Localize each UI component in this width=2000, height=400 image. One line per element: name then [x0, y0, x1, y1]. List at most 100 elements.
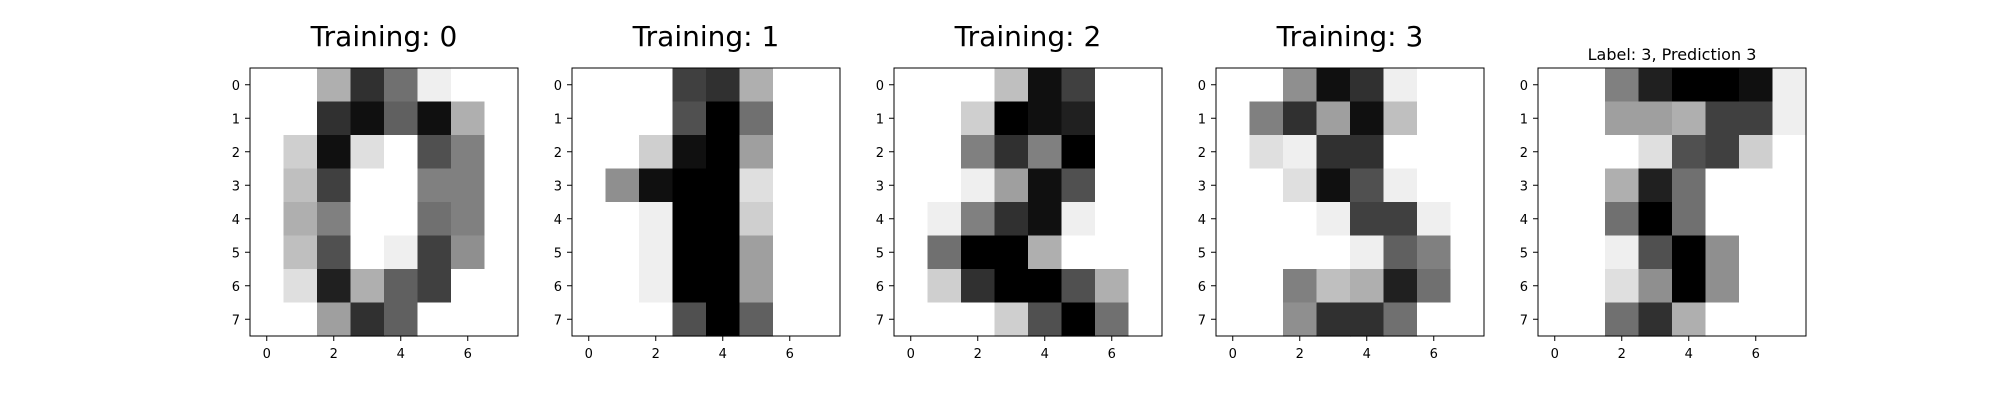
pixel-cell — [250, 68, 285, 103]
pixel-cell — [1538, 235, 1573, 270]
pixel-cell — [1772, 68, 1807, 103]
pixel-cell — [1638, 202, 1673, 237]
pixel-cell — [605, 269, 640, 304]
x-tick-label: 6 — [786, 347, 794, 362]
pixel-cell — [1450, 135, 1485, 170]
pixel-cell — [1061, 135, 1096, 170]
pixel-cell — [1383, 168, 1418, 203]
pixel-cell — [572, 135, 607, 170]
pixel-cell — [773, 269, 808, 304]
pixel-cell — [572, 168, 607, 203]
y-tick-label: 7 — [1520, 313, 1528, 328]
pixel-cell — [639, 202, 674, 237]
pixel-cell — [1061, 202, 1096, 237]
pixel-cell — [773, 302, 808, 337]
pixel-cell — [1249, 302, 1284, 337]
pixel-cell — [250, 168, 285, 203]
pixel-cell — [250, 101, 285, 136]
pixel-cell — [1772, 302, 1807, 337]
pixel-cell — [451, 302, 486, 337]
pixel-cell — [927, 269, 962, 304]
pixel-cell — [961, 269, 996, 304]
pixel-cell — [1383, 101, 1418, 136]
pixel-cell — [1638, 269, 1673, 304]
y-tick-label: 4 — [1198, 213, 1206, 228]
pixel-cell — [1283, 168, 1318, 203]
y-tick-label: 1 — [1198, 112, 1206, 127]
pixel-cell — [1705, 235, 1740, 270]
pixel-cell — [1417, 168, 1452, 203]
y-tick-label: 3 — [232, 179, 240, 194]
pixel-cell — [1216, 235, 1251, 270]
pixel-cell — [672, 101, 707, 136]
pixel-cell — [1672, 168, 1707, 203]
pixel-cell — [1028, 302, 1063, 337]
pixel-cell — [1028, 235, 1063, 270]
pixel-cell — [1216, 68, 1251, 103]
y-tick-label: 5 — [554, 246, 562, 261]
pixel-cell — [250, 302, 285, 337]
pixel-cell — [1028, 68, 1063, 103]
pixel-cell — [605, 235, 640, 270]
pixel-cell — [1772, 168, 1807, 203]
pixel-cell — [1772, 235, 1807, 270]
pixel-cell — [994, 269, 1029, 304]
pixel-cell — [384, 202, 419, 237]
pixel-cell — [1028, 202, 1063, 237]
y-tick-label: 6 — [554, 280, 562, 295]
pixel-cell — [484, 168, 519, 203]
pixel-cell — [706, 302, 741, 337]
y-tick-label: 7 — [554, 313, 562, 328]
pixel-cell — [639, 269, 674, 304]
pixel-cell — [1705, 168, 1740, 203]
pixel-cell — [283, 101, 318, 136]
y-tick-label: 0 — [1520, 79, 1528, 94]
pixel-cell — [1672, 269, 1707, 304]
pixel-cell — [773, 135, 808, 170]
pixel-cell — [994, 168, 1029, 203]
pixel-cell — [283, 168, 318, 203]
pixel-cell — [1061, 101, 1096, 136]
pixel-cell — [1383, 269, 1418, 304]
pixel-cell — [1128, 269, 1163, 304]
pixel-cell — [927, 135, 962, 170]
pixel-cell — [639, 302, 674, 337]
y-tick-label: 6 — [1520, 280, 1528, 295]
pixel-cell — [417, 68, 452, 103]
digit-panel-2: Training: 2 0 1 2 3 4 5 6 7 0 2 4 6 — [876, 20, 1163, 362]
x-tick-label: 6 — [1108, 347, 1116, 362]
pixel-cell — [384, 168, 419, 203]
pixel-cell — [451, 101, 486, 136]
pixel-cell — [1216, 168, 1251, 203]
pixel-cell — [1538, 269, 1573, 304]
pixel-cell — [639, 68, 674, 103]
y-tick-label: 5 — [232, 246, 240, 261]
y-tick-label: 6 — [876, 280, 884, 295]
pixel-cell — [1216, 202, 1251, 237]
pixel-cell — [672, 202, 707, 237]
pixel-cell — [773, 202, 808, 237]
pixel-cell — [739, 202, 774, 237]
x-tick-label: 0 — [1229, 347, 1237, 362]
pixel-cell — [417, 202, 452, 237]
pixel-cell — [1316, 168, 1351, 203]
pixel-cell — [384, 269, 419, 304]
pixel-cell — [639, 168, 674, 203]
pixel-cell — [773, 168, 808, 203]
pixel-cell — [572, 101, 607, 136]
pixel-cell — [451, 269, 486, 304]
pixel-cell — [1605, 269, 1640, 304]
x-tick-label: 4 — [397, 347, 405, 362]
pixel-cell — [484, 68, 519, 103]
pixel-cell — [1571, 235, 1606, 270]
pixel-cell — [806, 269, 841, 304]
pixel-cell — [706, 101, 741, 136]
pixel-cell — [672, 168, 707, 203]
x-tick-label: 0 — [585, 347, 593, 362]
pixel-cell — [451, 168, 486, 203]
pixel-cell — [572, 302, 607, 337]
pixel-cell — [283, 135, 318, 170]
pixel-cell — [1705, 101, 1740, 136]
pixel-cell — [1095, 235, 1130, 270]
